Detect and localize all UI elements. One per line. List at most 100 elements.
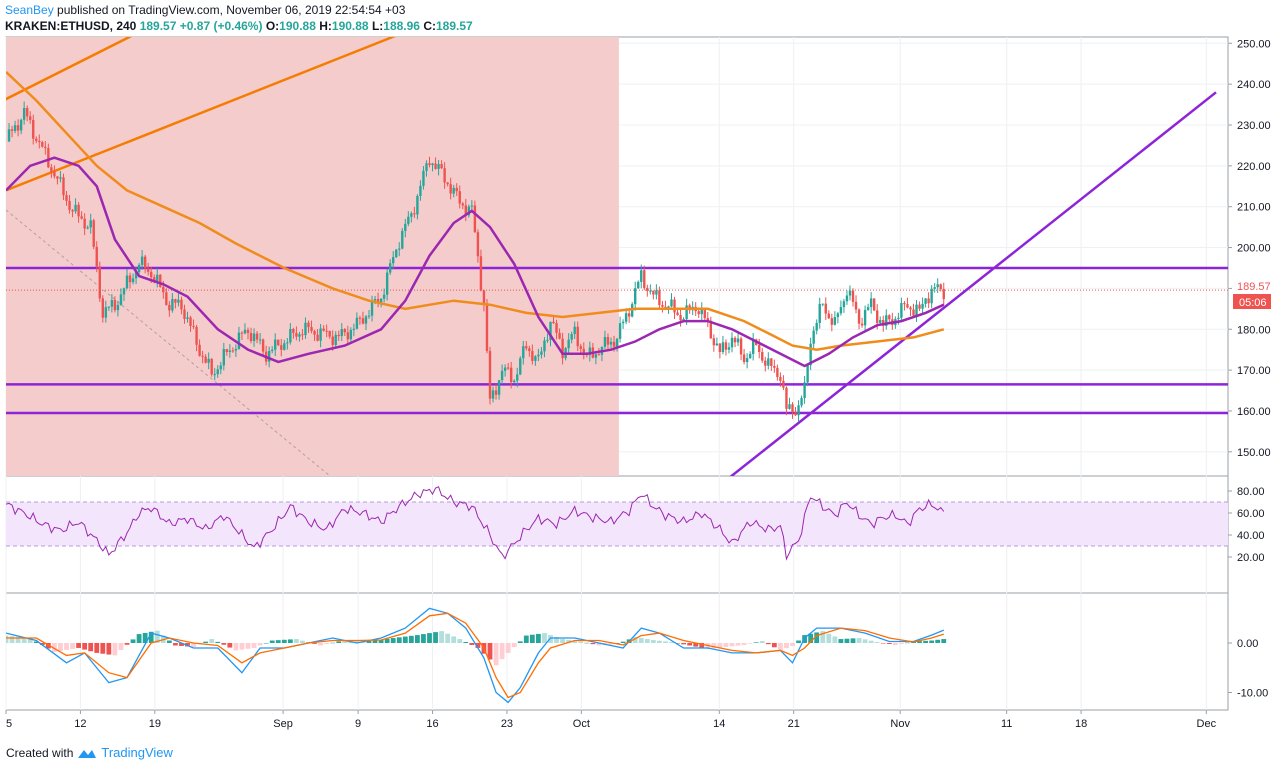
countdown-badge: 05:06 bbox=[1239, 297, 1267, 309]
candle-body bbox=[47, 148, 50, 168]
candle-body bbox=[89, 220, 92, 228]
candle-body bbox=[131, 278, 135, 283]
candle-body bbox=[497, 380, 501, 395]
candle-body bbox=[280, 345, 283, 350]
candle-body bbox=[110, 300, 114, 307]
macd-histogram-bar bbox=[378, 639, 384, 643]
candle-body bbox=[818, 303, 821, 323]
macd-histogram-bar bbox=[784, 643, 789, 649]
candle-body bbox=[854, 301, 858, 310]
candle-body bbox=[234, 348, 238, 351]
candle-body bbox=[767, 358, 770, 366]
macd-histogram-bar bbox=[21, 637, 27, 643]
rsi-pane bbox=[6, 486, 1228, 561]
rsi-band bbox=[6, 502, 1228, 546]
candle-body bbox=[7, 129, 11, 142]
trendline[interactable] bbox=[0, 35, 133, 190]
candle-body bbox=[661, 305, 664, 307]
close-label: C: bbox=[423, 19, 436, 33]
candle-body bbox=[74, 204, 77, 212]
candle-body bbox=[788, 404, 791, 409]
candle-body bbox=[431, 163, 434, 166]
candle-body bbox=[836, 313, 840, 318]
candle-body bbox=[249, 332, 253, 342]
macd-histogram-bar bbox=[179, 643, 184, 646]
candle-body bbox=[382, 294, 386, 299]
candle-body bbox=[866, 307, 870, 310]
tradingview-brand[interactable]: TradingView bbox=[101, 745, 173, 760]
macd-histogram-bar bbox=[82, 643, 88, 650]
macd-histogram-bar bbox=[300, 640, 305, 643]
candle-body bbox=[331, 336, 334, 345]
candle-body bbox=[137, 264, 141, 273]
candle-body bbox=[930, 288, 933, 304]
candle-body bbox=[785, 387, 788, 409]
candle-body bbox=[667, 306, 670, 308]
candle-body bbox=[815, 322, 818, 331]
candle-body bbox=[482, 290, 486, 305]
candle-body bbox=[340, 329, 343, 337]
macd-histogram-bar bbox=[136, 634, 142, 643]
macd-histogram-bar bbox=[475, 643, 481, 648]
macd-histogram-bar bbox=[560, 639, 565, 643]
candle-body bbox=[513, 380, 516, 383]
candle-body bbox=[739, 338, 743, 355]
trendline[interactable] bbox=[6, 0, 593, 192]
y-tick-label: 210.00 bbox=[1237, 202, 1271, 214]
macd-histogram-bar bbox=[221, 643, 227, 645]
candle-body bbox=[16, 125, 20, 131]
candle-body bbox=[216, 369, 219, 375]
trendline[interactable] bbox=[726, 91, 1217, 480]
macd-histogram-bar bbox=[566, 639, 572, 643]
y-tick-label: 200.00 bbox=[1237, 243, 1271, 255]
macd-histogram-bar bbox=[94, 643, 100, 653]
macd-histogram-bar bbox=[185, 643, 190, 647]
y-tick-label: 250.00 bbox=[1237, 38, 1271, 50]
candle-body bbox=[289, 328, 292, 343]
candle-body bbox=[915, 304, 918, 316]
candle-body bbox=[764, 360, 767, 366]
macd-histogram-bar bbox=[905, 642, 910, 644]
candle-body bbox=[936, 284, 939, 288]
candle-body bbox=[346, 332, 350, 340]
dashed-trendline[interactable] bbox=[6, 209, 331, 476]
moving-average-line bbox=[6, 156, 945, 368]
candle-body bbox=[652, 290, 655, 295]
candle-body bbox=[555, 323, 558, 333]
macd-histogram-bar bbox=[330, 642, 336, 644]
candle-body bbox=[322, 328, 325, 331]
candle-body bbox=[231, 350, 235, 352]
macd-histogram-bar bbox=[892, 643, 898, 645]
time-axis[interactable]: 5 12 19 Sep 9 16 23 Oct 14 21 Nov 11 18 Dec bbox=[5, 710, 1217, 730]
candle-body bbox=[718, 343, 722, 352]
y-tick-label: 80.00 bbox=[1237, 486, 1265, 498]
macd-histogram-bar bbox=[687, 643, 693, 646]
candle-body bbox=[219, 365, 222, 370]
candle-body bbox=[830, 318, 834, 325]
y-tick-label: 230.00 bbox=[1237, 120, 1271, 132]
macd-histogram-bar bbox=[596, 643, 602, 646]
candle-body bbox=[464, 205, 467, 216]
macd-histogram-bar bbox=[457, 639, 463, 643]
macd-histogram-bar bbox=[753, 642, 759, 643]
candle-body bbox=[897, 317, 900, 319]
author-link[interactable]: SeanBey bbox=[5, 3, 54, 17]
candle-body bbox=[851, 290, 855, 302]
candle-body bbox=[709, 320, 713, 339]
candle-body bbox=[328, 330, 331, 337]
price-axis[interactable]: 250.00240.00230.00220.00210.00200.00190.… bbox=[1228, 38, 1271, 700]
candle-body bbox=[334, 334, 337, 345]
last-price-badge: 189.57 bbox=[1237, 281, 1271, 293]
candle-body bbox=[534, 356, 537, 361]
candle-body bbox=[407, 216, 410, 224]
candle-body bbox=[68, 200, 71, 210]
macd-histogram-bar bbox=[76, 643, 81, 648]
candle-body bbox=[195, 326, 198, 345]
macd-histogram-bar bbox=[408, 635, 414, 643]
candle-body bbox=[446, 182, 449, 185]
candle-body bbox=[776, 367, 779, 377]
candle-body bbox=[615, 338, 619, 347]
candle-body bbox=[452, 187, 455, 194]
candle-body bbox=[364, 316, 368, 324]
